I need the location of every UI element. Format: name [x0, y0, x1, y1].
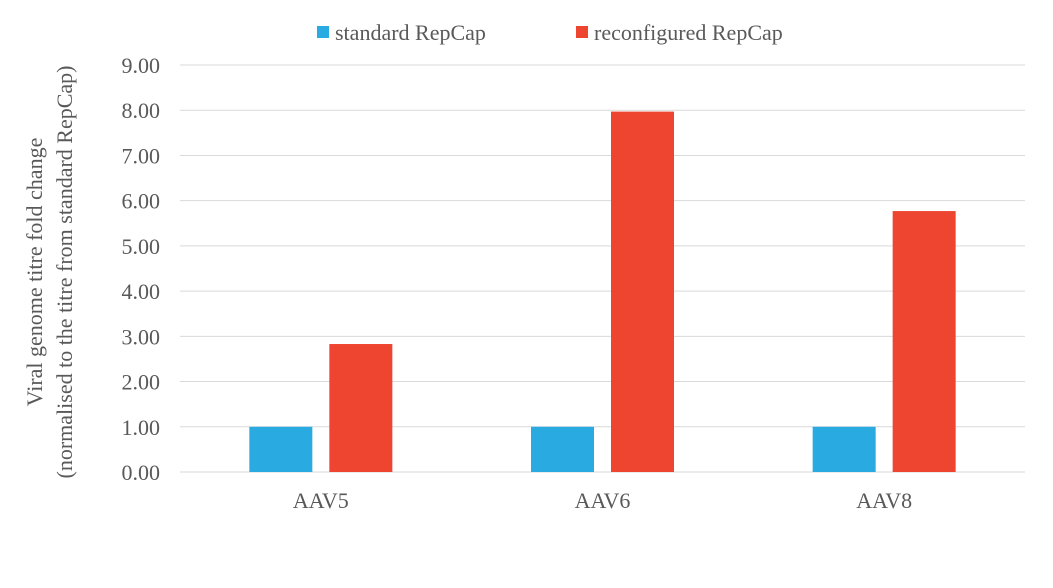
y-tick-label: 1.00 [122, 415, 161, 440]
y-tick-label: 0.00 [122, 460, 161, 485]
bar-aav6-series-1 [611, 111, 674, 472]
x-category-label: AAV8 [856, 488, 912, 513]
y-tick-label: 9.00 [122, 53, 161, 78]
y-axis-title-line1: Viral genome titre fold change [22, 138, 47, 407]
y-tick-label: 2.00 [122, 370, 161, 395]
y-tick-label: 8.00 [122, 98, 161, 123]
bar-aav8-series-1 [892, 211, 956, 472]
legend-label: standard RepCap [335, 20, 486, 45]
bar-aav6-series-0 [531, 426, 594, 472]
bar-aav5-series-1 [329, 344, 393, 472]
gridlines [180, 64, 1025, 473]
y-tick-label: 5.00 [122, 234, 161, 259]
legend: standard RepCap reconfigured RepCap [317, 20, 783, 45]
y-tick-label: 3.00 [122, 324, 161, 349]
y-axis-title: Viral genome titre fold change (normalis… [22, 66, 77, 479]
legend-swatch [317, 26, 329, 38]
y-tick-label: 4.00 [122, 279, 161, 304]
x-category-label: AAV6 [575, 488, 631, 513]
x-category-label: AAV5 [293, 488, 349, 513]
bars [249, 111, 956, 472]
y-tick-labels: 0.00 1.00 2.00 3.00 4.00 5.00 6.00 7.00 8.00 9.00 [122, 53, 161, 485]
y-tick-label: 6.00 [122, 189, 161, 214]
legend-label: reconfigured RepCap [594, 20, 783, 45]
x-category-labels: AAV5 AAV6 AAV8 [293, 488, 912, 513]
bar-aav5-series-0 [249, 426, 313, 472]
y-tick-label: 7.00 [122, 143, 161, 168]
legend-swatch [576, 26, 588, 38]
y-axis-title-line2: (normalised to the titre from standard R… [52, 66, 77, 479]
bar-aav8-series-0 [812, 426, 876, 472]
